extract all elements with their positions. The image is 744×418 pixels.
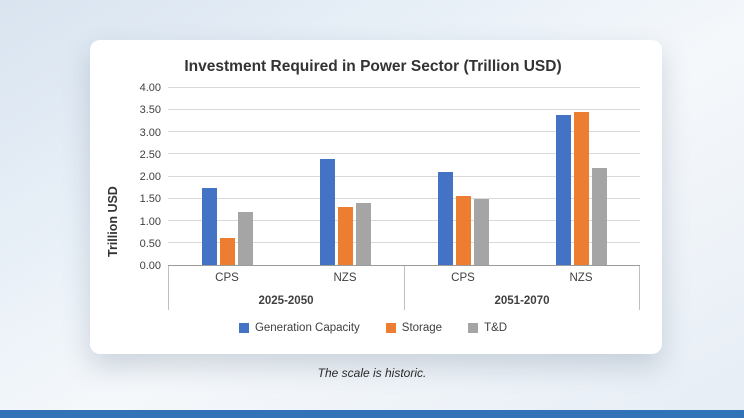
y-tick-label: 0.00 <box>139 260 161 272</box>
chart-title: Investment Required in Power Sector (Tri… <box>184 58 562 75</box>
y-tick-label: 0.50 <box>139 237 161 250</box>
gridline <box>168 197 640 199</box>
y-tick-label: 3.00 <box>139 126 161 139</box>
bar-t-d <box>591 167 607 265</box>
plot-row: 4.00 3.50 3.00 2.50 2.00 1.50 1.00 0.50 0.00 <box>128 82 640 272</box>
y-axis-title: Trillion USD <box>106 186 120 258</box>
bar-storage <box>337 207 353 265</box>
caption: The scale is historic. <box>317 366 427 380</box>
legend-item-generation-capacity: Generation Capacity <box>238 322 360 334</box>
bar-cluster-nzs-1 <box>286 88 404 265</box>
plot-area <box>168 87 640 266</box>
x-category-label: NZS <box>333 271 357 284</box>
gridline <box>168 175 640 177</box>
x-category-label: NZS <box>569 271 593 284</box>
x-axis-separator <box>639 266 640 310</box>
bar-generation-capacity <box>437 172 453 265</box>
y-tick-label: 4.00 <box>139 82 161 94</box>
legend: Generation Capacity Storage T&D <box>106 322 640 334</box>
gridline <box>168 87 640 88</box>
y-tick-label: 2.00 <box>139 171 161 183</box>
x-group-label: 2051-2070 <box>494 294 550 307</box>
legend-swatch-icon <box>385 323 396 333</box>
gridline <box>168 153 640 155</box>
legend-swatch-icon <box>468 323 479 333</box>
x-axis-separator <box>168 266 169 310</box>
x-axis: CPS NZS CPS NZS 2025-2050 2051-2070 <box>168 266 640 312</box>
legend-item-t-d: T&D <box>468 322 507 334</box>
gridline <box>168 131 640 133</box>
bar-t-d <box>473 198 489 265</box>
bar-generation-capacity <box>555 114 571 265</box>
legend-label: T&D <box>484 322 508 334</box>
gridline <box>168 219 640 221</box>
legend-label: Generation Capacity <box>254 322 360 334</box>
bar-cluster-nzs-3 <box>522 88 640 265</box>
bar-generation-capacity <box>319 158 335 265</box>
gridline <box>168 109 640 111</box>
bar-t-d <box>355 203 371 265</box>
legend-swatch-icon <box>238 323 249 333</box>
legend-item-storage: Storage <box>385 322 443 334</box>
chart-card: Investment Required in Power Sector (Tri… <box>90 40 662 354</box>
bar-clusters <box>168 88 640 265</box>
bar-t-d <box>237 211 253 265</box>
y-tick-label: 2.50 <box>139 148 161 161</box>
x-category-label: CPS <box>215 271 239 284</box>
chart-body: Trillion USD 4.00 3.50 3.00 2.50 2.00 1.50 1.0… <box>106 82 640 312</box>
bar-cluster-cps-0 <box>168 88 286 265</box>
x-axis-separator <box>404 266 405 310</box>
bar-storage <box>455 196 471 265</box>
chart-main: 4.00 3.50 3.00 2.50 2.00 1.50 1.00 0.50 0.00 CPS… <box>128 82 640 312</box>
y-tick-label: 1.00 <box>139 215 161 228</box>
bar-generation-capacity <box>201 187 217 265</box>
legend-label: Storage <box>401 322 443 334</box>
bar-storage <box>573 112 589 265</box>
x-group-label: 2025-2050 <box>258 294 314 307</box>
bottom-accent-bar <box>0 410 744 418</box>
y-axis-ticks: 4.00 3.50 3.00 2.50 2.00 1.50 1.00 0.50 0.00 <box>128 82 168 272</box>
bar-storage <box>219 238 235 265</box>
x-category-label: CPS <box>451 271 475 284</box>
y-tick-label: 3.50 <box>139 104 161 117</box>
gridline <box>168 241 640 243</box>
y-tick-label: 1.50 <box>139 193 161 206</box>
bar-cluster-cps-2 <box>404 88 522 265</box>
